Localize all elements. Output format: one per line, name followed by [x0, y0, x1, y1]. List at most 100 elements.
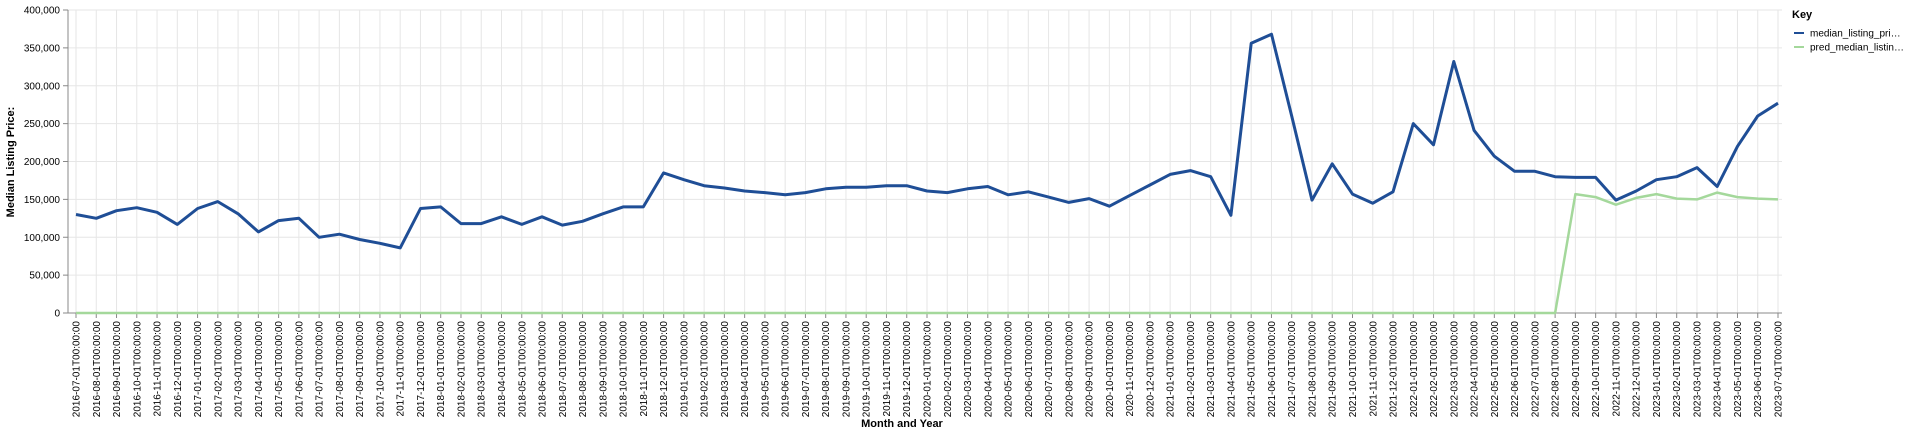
x-tick-label: 2020-04-01T00:00:00 [983, 321, 994, 418]
x-tick-label: 2018-10-01T00:00:00 [619, 321, 630, 418]
x-tick-label: 2016-08-01T00:00:00 [92, 321, 103, 418]
x-tick-label: 2018-01-01T00:00:00 [436, 321, 447, 418]
y-axis: 0 50,000 100,000 150,000 200,000 250,000 300,0… [24, 6, 69, 320]
x-tick-label: 2017-06-01T00:00:00 [294, 321, 305, 418]
x-tick-label: 2019-12-01T00:00:00 [902, 321, 913, 418]
x-tick-label: 2016-11-01T00:00:00 [153, 321, 164, 417]
x-tick-label: 2020-09-01T00:00:00 [1085, 321, 1096, 418]
x-tick-label: 2019-03-01T00:00:00 [720, 321, 731, 418]
x-tick-label: 2018-07-01T00:00:00 [558, 321, 569, 418]
y-tick-label: 0 [54, 309, 60, 320]
x-tick-label: 2019-05-01T00:00:00 [760, 321, 771, 418]
x-tick-label: 2017-05-01T00:00:00 [274, 321, 285, 418]
x-tick-label: 2022-03-01T00:00:00 [1449, 321, 1460, 418]
x-tick-label: 2022-09-01T00:00:00 [1571, 321, 1582, 418]
x-tick-label: 2021-09-01T00:00:00 [1328, 321, 1339, 418]
x-tick-label: 2020-12-01T00:00:00 [1145, 321, 1156, 418]
series-layer [75, 32, 1779, 315]
x-tick-label: 2022-02-01T00:00:00 [1429, 321, 1440, 418]
x-tick-label: 2023-02-01T00:00:00 [1672, 321, 1683, 418]
x-tick-label: 2023-01-01T00:00:00 [1652, 321, 1663, 418]
x-tick-label: 2019-09-01T00:00:00 [841, 321, 852, 418]
y-tick-label: 50,000 [29, 271, 60, 282]
x-axis-title: Month and Year [861, 418, 943, 430]
gridlines [68, 9, 1782, 314]
y-tick-label: 200,000 [24, 157, 61, 168]
x-tick-label: 2019-06-01T00:00:00 [781, 321, 792, 418]
x-tick-label: 2018-05-01T00:00:00 [517, 321, 528, 418]
x-tick-label: 2022-10-01T00:00:00 [1591, 321, 1602, 418]
x-tick-label: 2021-08-01T00:00:00 [1307, 321, 1318, 418]
x-tick-label: 2019-02-01T00:00:00 [700, 321, 711, 418]
series-line-median-listing-price [75, 32, 1779, 250]
x-tick-label: 2020-05-01T00:00:00 [1004, 321, 1015, 418]
y-tick-label: 300,000 [24, 81, 61, 92]
x-tick-label: 2019-08-01T00:00:00 [821, 321, 832, 418]
x-tick-label: 2023-04-01T00:00:00 [1713, 321, 1724, 418]
x-tick-label: 2019-01-01T00:00:00 [679, 321, 690, 418]
x-tick-label: 2021-12-01T00:00:00 [1389, 321, 1400, 418]
x-tick-label: 2017-11-01T00:00:00 [396, 321, 407, 417]
x-tick-label: 2020-02-01T00:00:00 [943, 321, 954, 418]
x-tick-label: 2018-02-01T00:00:00 [456, 321, 467, 418]
x-tick-label: 2022-08-01T00:00:00 [1551, 321, 1562, 418]
x-tick-label: 2022-11-01T00:00:00 [1611, 321, 1622, 417]
x-tick-label: 2018-03-01T00:00:00 [477, 321, 488, 418]
x-tick-label: 2017-01-01T00:00:00 [193, 321, 204, 418]
x-tick-label: 2020-03-01T00:00:00 [963, 321, 974, 418]
x-tick-label: 2019-07-01T00:00:00 [801, 321, 812, 418]
x-tick-label: 2019-11-01T00:00:00 [882, 321, 893, 417]
x-axis: 2016-07-01T00:00:00 2016-08-01T00:00:00 20… [68, 312, 1785, 418]
legend-label: median_listing_pri… [1810, 29, 1901, 40]
x-tick-label: 2017-09-01T00:00:00 [355, 321, 366, 418]
x-tick-label: 2022-05-01T00:00:00 [1490, 321, 1501, 418]
x-tick-label: 2021-04-01T00:00:00 [1226, 321, 1237, 418]
x-tick-label: 2020-11-01T00:00:00 [1125, 321, 1136, 417]
legend-label: pred_median_listin… [1810, 43, 1904, 54]
y-axis-title: Median Listing Price: [5, 107, 17, 218]
y-tick-label: 250,000 [24, 119, 61, 130]
x-tick-label: 2020-06-01T00:00:00 [1024, 321, 1035, 418]
x-tick-label: 2022-12-01T00:00:00 [1632, 321, 1643, 418]
legend: Key median_listing_pri… pred_median_listi… [1792, 9, 1904, 54]
x-tick-label: 2016-09-01T00:00:00 [112, 321, 123, 418]
x-tick-label: 2016-07-01T00:00:00 [72, 321, 83, 418]
x-tick-label: 2022-06-01T00:00:00 [1510, 321, 1521, 418]
x-tick-label: 2018-04-01T00:00:00 [497, 321, 508, 418]
x-tick-label: 2021-01-01T00:00:00 [1166, 321, 1177, 418]
x-tick-label: 2017-03-01T00:00:00 [234, 321, 245, 418]
y-tick-label: 100,000 [24, 233, 61, 244]
series-line-pred-median-listing-price [76, 191, 1779, 315]
x-tick-label: 2017-08-01T00:00:00 [335, 321, 346, 418]
x-tick-label: 2019-10-01T00:00:00 [862, 321, 873, 418]
x-tick-label: 2021-03-01T00:00:00 [1206, 321, 1217, 418]
x-tick-label: 2020-10-01T00:00:00 [1105, 321, 1116, 418]
x-tick-label: 2021-05-01T00:00:00 [1247, 321, 1258, 418]
x-tick-label: 2020-01-01T00:00:00 [923, 321, 934, 418]
x-tick-label: 2017-07-01T00:00:00 [315, 321, 326, 418]
x-tick-label: 2022-01-01T00:00:00 [1409, 321, 1420, 418]
x-tick-label: 2017-04-01T00:00:00 [254, 321, 265, 418]
x-tick-label: 2019-04-01T00:00:00 [740, 321, 751, 418]
x-tick-label: 2021-07-01T00:00:00 [1287, 321, 1298, 418]
x-tick-label: 2020-08-01T00:00:00 [1064, 321, 1075, 418]
x-tick-label: 2018-08-01T00:00:00 [578, 321, 589, 418]
x-tick-label: 2022-07-01T00:00:00 [1530, 321, 1541, 418]
x-tick-label: 2018-11-01T00:00:00 [639, 321, 650, 417]
x-tick-label: 2023-06-01T00:00:00 [1753, 321, 1764, 418]
x-tick-label: 2023-07-01T00:00:00 [1774, 321, 1785, 418]
y-tick-label: 400,000 [24, 6, 61, 17]
x-tick-label: 2021-02-01T00:00:00 [1186, 321, 1197, 418]
x-tick-label: 2018-06-01T00:00:00 [538, 321, 549, 418]
y-tick-label: 150,000 [24, 195, 61, 206]
x-tick-label: 2022-04-01T00:00:00 [1470, 321, 1481, 418]
x-tick-label: 2017-12-01T00:00:00 [416, 321, 427, 418]
legend-title: Key [1792, 9, 1813, 21]
x-tick-label: 2021-11-01T00:00:00 [1368, 321, 1379, 417]
legend-items: median_listing_pri… pred_median_listin… [1794, 29, 1904, 54]
x-tick-label: 2016-12-01T00:00:00 [173, 321, 184, 418]
x-tick-label: 2020-07-01T00:00:00 [1044, 321, 1055, 418]
x-tick-label: 2016-10-01T00:00:00 [132, 321, 143, 418]
x-tick-label: 2023-05-01T00:00:00 [1733, 321, 1744, 418]
